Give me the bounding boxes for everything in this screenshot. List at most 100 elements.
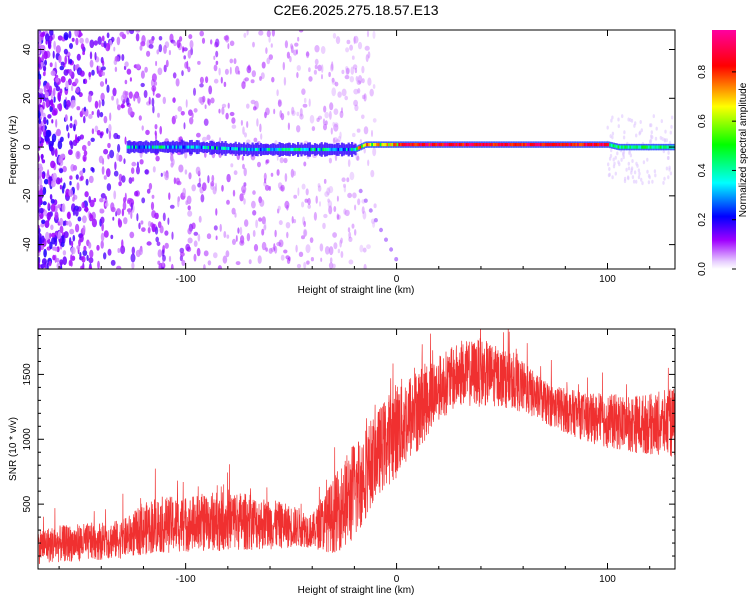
spectrogram-noise-cell (607, 173, 611, 178)
spectrogram-noise-cell (621, 114, 624, 119)
spectrogram-noise-cell (103, 230, 109, 238)
spectrogram-ridge-cell (416, 143, 419, 147)
spectrogram-noise-cell (252, 210, 257, 216)
spectrogram-noise-cell (108, 124, 112, 133)
spectrogram-noise-cell (261, 61, 266, 69)
spectrogram-noise-cell (110, 259, 116, 266)
spectrogram-ridge-cell (276, 147, 279, 152)
spectrogram-ytick-label: 0 (22, 144, 33, 150)
spectrogram-ridge-cell (219, 146, 222, 150)
spectrogram-noise-cell (40, 263, 45, 269)
spectrogram-noise-cell (157, 112, 160, 118)
spectrogram-noise-cell (45, 99, 50, 109)
spectrogram-noise-cell (250, 79, 255, 84)
spectrogram-noise-cell (139, 159, 144, 165)
spectrogram-ridge-cell (131, 145, 134, 149)
spectrogram-noise-cell (52, 172, 57, 182)
spectrogram-noise-cell (164, 242, 169, 249)
spectrogram-ridge-cell (381, 143, 384, 147)
spectrogram-noise-cell (351, 223, 355, 229)
spectrogram-noise-cell (117, 104, 121, 111)
spectrogram-noise-cell (106, 84, 110, 94)
spectrogram-noise-cell (66, 220, 69, 226)
spectrogram-noise-cell (108, 130, 112, 140)
spectrogram-noise-cell (147, 227, 151, 234)
spectrogram-noise-cell (627, 166, 631, 171)
spectrogram-noise-cell (114, 66, 118, 73)
spectrogram-ridge-cell (226, 146, 229, 150)
spectrogram-noise-cell (60, 265, 63, 269)
spectrogram-noise-cell (353, 88, 359, 95)
spectrogram-noise-cell (113, 170, 119, 177)
spectrogram-ridge-cell (450, 143, 453, 147)
spectrogram-noise-cell (83, 245, 87, 252)
spectrogram-noise-cell (38, 88, 44, 94)
spectrogram-ridge-cell (386, 143, 389, 147)
spectrogram-noise-cell (291, 110, 296, 116)
spectrogram-noise-cell (117, 143, 121, 153)
spectrogram-noise-cell (159, 225, 164, 234)
spectrogram-ridge-cell (460, 143, 463, 147)
spectrogram-noise-cell (669, 171, 673, 176)
spectrogram-noise-cell (235, 261, 241, 266)
spectrogram-noise-cell (363, 263, 367, 269)
spectrogram-noise-cell (666, 156, 670, 160)
spectrogram-noise-cell (306, 51, 310, 59)
spectrogram-noise-cell (660, 119, 663, 124)
spectrogram-noise-cell (133, 94, 136, 102)
spectrogram-noise-cell (339, 239, 342, 248)
spectrogram-ridge-cell (184, 145, 187, 149)
spectrogram-ridge-cell (582, 143, 585, 147)
spectrogram-ridge-cell (383, 143, 386, 147)
spectrogram-noise-cell (160, 172, 163, 177)
spectrogram-noise-cell (334, 122, 339, 128)
spectrogram-noise-cell (59, 259, 64, 266)
spectrogram-ridge-cell (138, 145, 141, 149)
spectrogram-noise-cell (151, 194, 155, 199)
spectrogram-noise-cell (74, 30, 80, 37)
spectrogram-noise-cell (610, 148, 613, 153)
spectrogram-noise-cell (74, 208, 79, 217)
spectrogram-ridge-cell (415, 143, 418, 147)
spectrogram-noise-cell (202, 95, 206, 103)
spectrogram-ridge-cell (430, 143, 433, 147)
spectrogram-noise-cell (263, 172, 267, 181)
spectrogram-ytick-label: 20 (22, 92, 33, 104)
spectrogram-noise-cell (341, 107, 343, 114)
spectrogram-ridge-cell (292, 147, 295, 152)
spectrogram-noise-cell (280, 184, 285, 192)
spectrogram-xlabel: Height of straight line (km) (298, 285, 415, 296)
spectrogram-ridge-cell (666, 145, 669, 149)
spectrogram-noise-cell (339, 110, 344, 119)
spectrogram-noise-cell (215, 38, 220, 48)
spectrogram-noise-cell (255, 219, 258, 229)
spectrogram-ridge-cell (148, 145, 151, 149)
spectrogram-ridge-cell (602, 143, 605, 147)
spectrogram-noise-cell (145, 129, 150, 136)
spectrogram-noise-cell (630, 166, 634, 171)
spectrogram-noise-cell (654, 136, 658, 141)
spectrogram-noise-cell (221, 106, 225, 115)
spectrogram-ridge-cell (631, 145, 634, 149)
spectrogram-noise-cell (180, 251, 185, 257)
snr-panel: -100 0 100 500 1000 1500 Height of straight l… (8, 328, 676, 596)
spectrogram-noise-cell (667, 175, 670, 180)
spectrogram-noise-cell (62, 256, 67, 266)
spectrogram-noise-cell (291, 216, 294, 224)
spectrogram-noise-cell (56, 262, 61, 269)
spectrogram-noise-cell (181, 259, 186, 266)
spectrogram-noise-cell (114, 55, 120, 62)
spectrogram-ridge-cell (656, 145, 659, 149)
spectrogram-noise-cell (298, 30, 304, 33)
spectrogram-noise-cell (54, 148, 58, 158)
spectrogram-noise-cell (373, 203, 377, 209)
spectrogram-noise-cell (141, 125, 144, 131)
spectrogram-noise-cell (630, 170, 633, 175)
spectrogram-ridge-cell (297, 147, 300, 152)
spectrogram-ridge-cell (413, 143, 416, 147)
spectrogram-noise-cell (136, 213, 139, 222)
spectrogram-noise-cell (159, 125, 162, 135)
spectrogram-noise-cell (306, 260, 310, 265)
spectrogram-noise-cell (193, 108, 198, 113)
spectrogram-noise-cell (87, 140, 91, 146)
